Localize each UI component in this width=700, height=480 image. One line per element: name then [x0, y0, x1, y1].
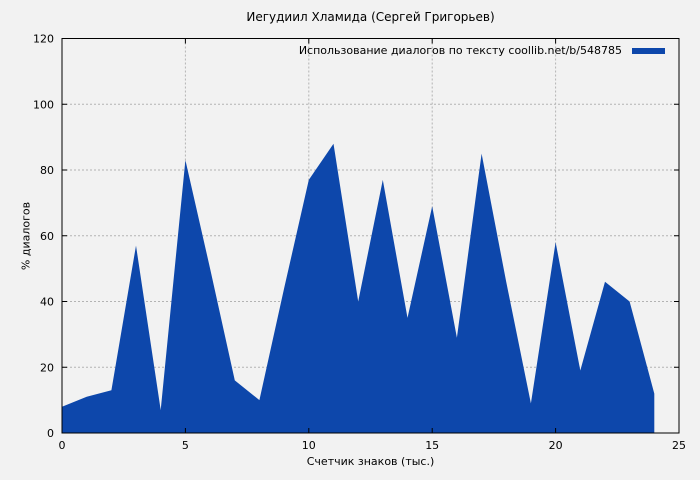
x-tick-label: 15	[425, 439, 439, 452]
x-tick-label: 5	[182, 439, 189, 452]
x-tick-label: 0	[59, 439, 66, 452]
y-tick-label: 20	[40, 361, 54, 374]
y-tick-label: 60	[40, 230, 54, 243]
x-axis-label: Счетчик знаков (тыс.)	[306, 455, 435, 468]
x-tick-label: 20	[549, 439, 563, 452]
y-tick-label: 40	[40, 296, 54, 309]
x-tick-label: 25	[672, 439, 686, 452]
legend-swatch	[632, 47, 665, 54]
page-title: Иегудиил Хламида (Сергей Григорьев)	[246, 10, 495, 24]
y-tick-label: 100	[33, 98, 54, 111]
legend: Использование диалогов по тексту coollib…	[299, 44, 665, 57]
y-tick-label: 80	[40, 164, 54, 177]
y-tick-label: 120	[33, 33, 54, 46]
legend-label: Использование диалогов по тексту coollib…	[298, 44, 622, 57]
area-series	[62, 143, 655, 433]
x-tick-label: 10	[302, 439, 316, 452]
y-tick-label: 0	[47, 427, 54, 440]
